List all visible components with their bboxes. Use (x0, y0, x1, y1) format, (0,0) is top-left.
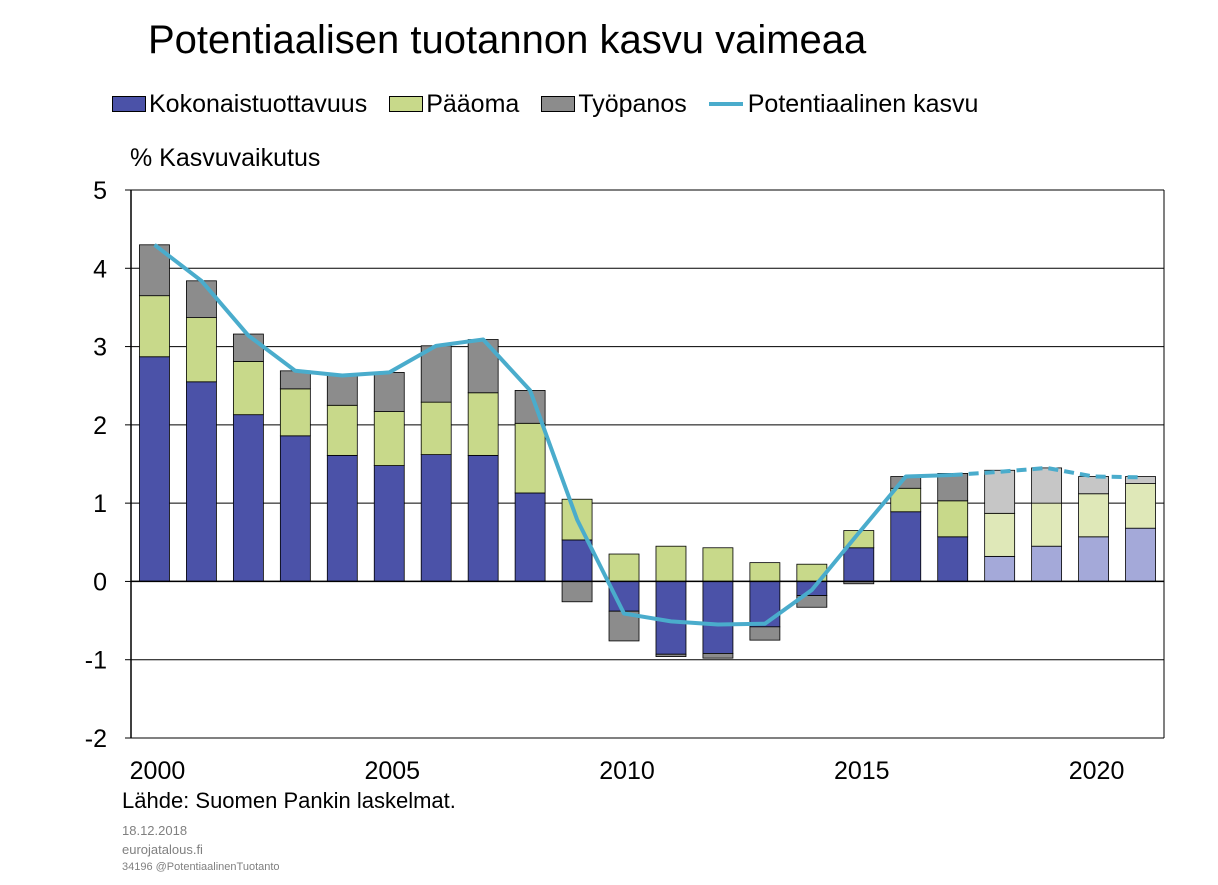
bar-labour-2004 (326, 375, 358, 406)
y-tick-label: 0 (93, 568, 107, 596)
bar-productivity-2019 (1031, 545, 1063, 582)
bar-labour-2017 (937, 472, 969, 502)
bar-labour-2009 (561, 581, 593, 603)
legend-swatch-capital (389, 96, 424, 112)
bar-productivity-2012 (702, 581, 734, 654)
bar-productivity-2016 (890, 511, 922, 582)
legend: Kokonaistuottavuus Pääoma Työpanos Poten… (112, 88, 1000, 120)
bar-capital-2000 (139, 295, 170, 358)
bar-capital-2021 (1125, 483, 1156, 529)
legend-label-potential: Potentiaalinen kasvu (747, 89, 979, 118)
bar-capital-2001 (186, 317, 217, 383)
x-tick-label: 2020 (1069, 757, 1125, 785)
bar-productivity-2000 (139, 356, 170, 582)
legend-swatch-productivity (112, 96, 146, 112)
legend-item-capital: Pääoma (389, 90, 519, 119)
bar-labour-2020 (1078, 476, 1109, 495)
legend-item-productivity: Kokonaistuottavuus (112, 90, 367, 119)
legend-label-capital: Pääoma (426, 89, 520, 118)
bar-productivity-2002 (232, 414, 264, 582)
bar-productivity-2013 (749, 581, 781, 628)
y-tick-label: 4 (93, 255, 107, 283)
y-tick-label: -2 (85, 725, 107, 753)
x-tick-label: 2000 (130, 757, 186, 785)
bar-capital-2006 (420, 401, 452, 456)
legend-item-labour: Työpanos (541, 89, 687, 119)
y-tick-label: -1 (85, 647, 107, 675)
footer-date: 18.12.2018 (122, 823, 188, 838)
bar-labour-2019 (1031, 467, 1063, 504)
bar-capital-2005 (373, 411, 405, 466)
bar-labour-2001 (186, 280, 217, 319)
bar-productivity-2017 (937, 536, 969, 582)
legend-swatch-labour (541, 96, 576, 112)
bar-productivity-2018 (984, 555, 1016, 582)
bar-productivity-2007 (467, 454, 499, 582)
chart-title: Potentiaalisen tuotannon kasvu vaimeaa (148, 18, 867, 62)
bar-productivity-2004 (326, 454, 358, 582)
bar-capital-2012 (702, 547, 734, 582)
footer-site: eurojatalous.fi (122, 842, 203, 857)
bar-capital-2002 (232, 361, 264, 416)
bar-capital-2013 (749, 562, 781, 582)
bar-capital-2003 (279, 388, 311, 437)
legend-swatch-potential (708, 102, 743, 106)
x-tick-label: 2005 (364, 757, 420, 785)
bar-labour-2021 (1125, 476, 1156, 484)
bar-productivity-2015 (843, 547, 875, 582)
y-tick-label: 1 (93, 490, 107, 518)
bar-productivity-2009 (561, 539, 593, 582)
bar-productivity-2003 (279, 435, 311, 582)
legend-label-labour: Työpanos (578, 89, 687, 118)
bar-productivity-2005 (373, 465, 405, 582)
bar-capital-2008 (514, 422, 546, 494)
y-tick-label: 3 (93, 334, 107, 362)
bar-productivity-2006 (420, 454, 452, 582)
y-tick-label: 5 (93, 177, 107, 205)
source-note: Lähde: Suomen Pankin laskelmat. (122, 788, 456, 813)
bar-capital-2004 (326, 404, 358, 456)
x-tick-label: 2010 (599, 757, 655, 785)
bar-labour-2013 (749, 626, 781, 641)
legend-item-potential: Potentiaalinen kasvu (708, 89, 979, 119)
bar-labour-2002 (232, 333, 264, 362)
bar-labour-2012 (702, 653, 734, 659)
bar-labour-2005 (373, 372, 405, 412)
bar-productivity-2001 (186, 381, 217, 582)
y-axis-title: % Kasvuvaikutus (130, 144, 321, 172)
bar-labour-2018 (984, 469, 1016, 514)
x-tick-label: 2015 (834, 757, 890, 785)
bar-productivity-2020 (1078, 536, 1109, 582)
bar-productivity-2008 (514, 492, 546, 582)
bar-capital-2011 (655, 545, 687, 582)
bar-capital-2018 (984, 512, 1016, 557)
legend-label-productivity: Kokonaistuottavuus (149, 89, 368, 118)
bar-labour-2011 (655, 653, 687, 657)
line-potential-growth (153, 243, 953, 627)
bar-labour-2006 (420, 345, 452, 403)
bar-capital-2007 (467, 392, 499, 456)
bar-capital-2019 (1031, 502, 1063, 547)
bar-capital-2020 (1078, 493, 1109, 538)
bar-labour-2007 (467, 339, 499, 394)
footer-ref: 34196 @PotentiaalinenTuotanto (122, 861, 280, 873)
bar-productivity-2021 (1125, 527, 1156, 582)
bar-capital-2017 (937, 500, 969, 538)
y-tick-label: 2 (93, 412, 107, 440)
bar-capital-2010 (608, 553, 640, 582)
